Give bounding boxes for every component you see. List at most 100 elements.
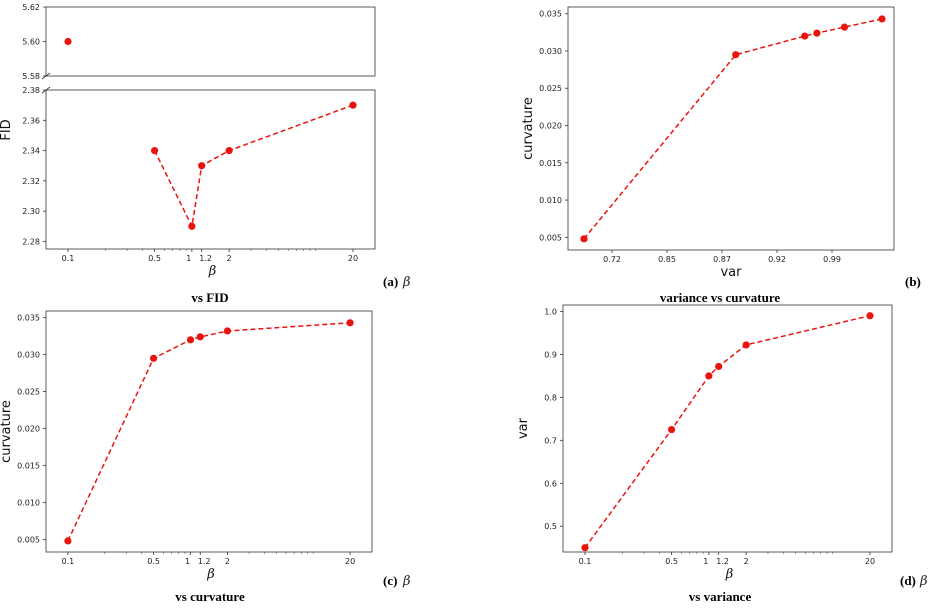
data-point	[346, 319, 354, 327]
x-tick-label: 0.1	[62, 254, 75, 263]
data-point	[64, 537, 72, 545]
series-line	[584, 314, 871, 549]
x-tick-label: 0.1	[579, 557, 592, 566]
y-tick-label: 2.28	[22, 237, 40, 246]
data-point	[742, 341, 750, 349]
axis-break-mark	[41, 86, 51, 94]
x-tick-label: 2	[227, 254, 232, 263]
y-tick-label: 2.30	[22, 207, 40, 216]
y-tick-label: 0.6	[544, 479, 557, 488]
data-point	[580, 235, 588, 243]
series-line	[583, 18, 883, 240]
y-tick-label: 5.58	[22, 72, 40, 81]
x-tick-label: 2	[225, 557, 230, 566]
data-point	[196, 333, 204, 341]
data-point	[186, 336, 195, 344]
data-point	[150, 146, 159, 155]
panel-label: (c)	[383, 573, 397, 588]
chart-panel-3: 0.005 0.010 0.015 0.020 0.025 0.030 0.035 0.1 0.…	[0, 310, 411, 604]
x-tick-label: 1.2	[199, 254, 212, 263]
y-tick-label: 0.030	[17, 351, 40, 360]
series-line	[67, 322, 351, 542]
y-axis-label: var	[516, 417, 531, 439]
y-tick-label: 0.8	[544, 393, 557, 402]
data-point	[801, 32, 809, 40]
x-axis-label: β	[725, 567, 734, 582]
panel-symbol: β	[919, 574, 928, 589]
data-point	[715, 362, 723, 371]
x-tick-label: 0.99	[823, 255, 841, 264]
y-tick-label: 2.34	[22, 147, 40, 156]
y-tick-label: 0.010	[539, 196, 562, 205]
plot-area-frame-upper	[45, 6, 376, 77]
y-tick-label: 0.005	[17, 535, 40, 544]
y-tick-label: 2.32	[22, 177, 40, 186]
y-axis-label: curvature	[521, 97, 536, 160]
panel-caption: vs curvature	[175, 589, 245, 604]
plot-area-frame	[45, 89, 376, 250]
data-point	[188, 222, 196, 230]
y-axis-label: curvature	[0, 400, 14, 463]
x-tick-label: 1	[703, 557, 708, 566]
x-tick-label: 1.2	[716, 557, 729, 566]
chart-panel-1: 2.28 2.30 2.32 2.34 2.36 2.38 5.58 5.60 5.62 0.1 0…	[0, 3, 411, 305]
panel-symbol: β	[402, 574, 411, 589]
y-tick-label: 0.035	[17, 314, 40, 323]
x-tick-label: 0.72	[603, 255, 621, 264]
data-point	[840, 23, 849, 31]
data-point	[705, 372, 713, 380]
y-tick-label: 0.5	[544, 522, 557, 531]
plot-area-frame	[45, 310, 373, 553]
series-line	[153, 104, 354, 229]
y-tick-label: 0.025	[539, 84, 562, 93]
data-point	[581, 544, 589, 552]
panel-label: (b)	[905, 274, 921, 289]
panel-symbol: β	[402, 275, 411, 290]
panel-caption: vs variance	[689, 589, 752, 604]
data-point	[64, 37, 72, 46]
y-tick-label: 0.020	[17, 425, 40, 434]
data-point	[150, 354, 158, 362]
x-tick-label: 0.5	[148, 254, 161, 263]
data-point	[667, 425, 676, 434]
data-point	[225, 146, 233, 155]
y-tick-label: 2.36	[22, 116, 40, 125]
y-tick-label: 0.010	[17, 498, 40, 507]
chart-panel-2: 0.005 0.010 0.015 0.020 0.025 0.030 0.035 0.72 0…	[521, 6, 921, 305]
data-point	[223, 327, 232, 335]
panel-label: (d)	[900, 573, 916, 588]
y-tick-label: 0.030	[539, 47, 562, 56]
x-axis-label: var	[720, 265, 742, 280]
x-axis-label: β	[206, 567, 215, 582]
x-tick-label: 20	[345, 557, 355, 566]
panel-caption: variance vs curvature	[660, 290, 781, 305]
y-tick-label: 0.015	[539, 159, 562, 168]
y-tick-label: 5.62	[22, 3, 40, 12]
y-tick-label: 0.035	[539, 10, 562, 19]
x-tick-label: 2	[744, 557, 749, 566]
panel-label: (a)	[383, 274, 398, 289]
x-tick-label: 20	[348, 254, 358, 263]
x-axis-label: β	[208, 264, 217, 279]
y-tick-label: 0.9	[544, 350, 557, 359]
data-point	[878, 15, 886, 23]
y-tick-label: 0.025	[17, 388, 40, 397]
y-tick-label: 0.015	[17, 462, 40, 471]
y-tick-label: 0.7	[544, 436, 557, 445]
x-tick-label: 0.1	[62, 557, 75, 566]
axis-break-mark	[41, 72, 51, 80]
x-tick-label: 0.5	[665, 557, 678, 566]
data-point	[732, 51, 740, 59]
y-tick-label: 1.0	[544, 307, 557, 316]
x-tick-label: 0.85	[658, 255, 676, 264]
data-point	[813, 29, 821, 37]
y-tick-label: 0.005	[539, 233, 562, 242]
data-point	[349, 101, 357, 109]
x-tick-label: 1.2	[198, 557, 211, 566]
x-tick-label: 1	[186, 254, 191, 263]
y-tick-label: 5.60	[22, 38, 40, 47]
x-tick-label: 20	[865, 557, 875, 566]
y-axis-label: FID	[0, 119, 14, 140]
